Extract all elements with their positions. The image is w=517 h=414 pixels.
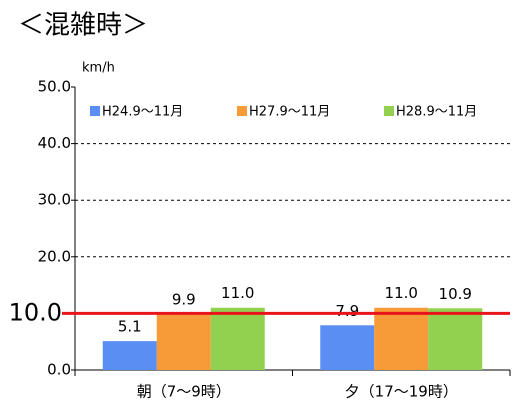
y-tick-label: 30.0 (38, 191, 71, 209)
value-label: 10.9 (439, 285, 472, 303)
value-label: 11.0 (221, 284, 254, 302)
value-label: 11.0 (385, 284, 418, 302)
y-unit: km/h (82, 61, 115, 76)
legend-label: H24.9〜11月 (102, 105, 183, 120)
y-tick-label: 0.0 (47, 361, 71, 379)
x-tick-label: 夕（17〜19時） (345, 383, 458, 401)
chart-title: ＜混雑時＞ (18, 11, 148, 41)
bar (210, 307, 265, 370)
value-label: 7.9 (335, 302, 359, 320)
legend-swatch (90, 106, 100, 116)
y-tick-label: 20.0 (38, 247, 71, 265)
value-label: 9.9 (172, 290, 196, 308)
y-tick-label: 50.0 (38, 78, 71, 96)
bar (374, 307, 429, 370)
y-tick-label: 40.0 (38, 134, 71, 152)
legend-label: H28.9〜11月 (396, 105, 477, 120)
x-tick-label: 朝（7〜9時） (137, 383, 231, 401)
legend-label: H27.9〜11月 (249, 105, 330, 120)
legend-swatch (384, 106, 394, 116)
bar (320, 325, 375, 370)
bar (428, 308, 483, 370)
bar (156, 313, 211, 370)
reference-label: 10.0 (9, 298, 62, 326)
bar (102, 341, 157, 370)
legend-swatch (237, 106, 247, 116)
value-label: 5.1 (118, 318, 142, 336)
